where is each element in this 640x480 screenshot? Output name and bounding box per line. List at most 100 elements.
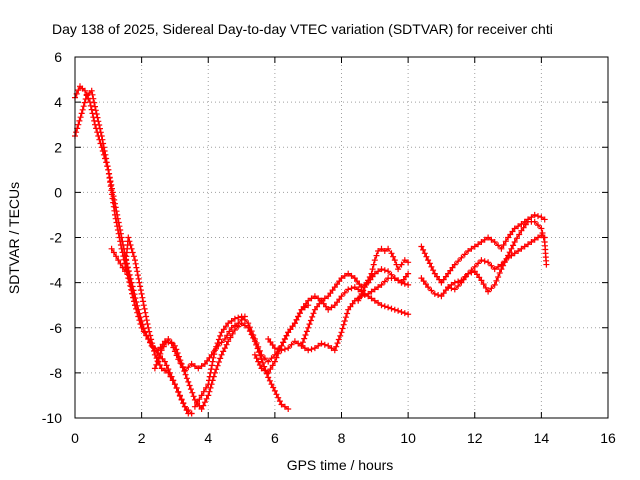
- series-sat-l: [418, 211, 548, 286]
- data-point: [180, 400, 187, 407]
- data-point: [213, 343, 220, 350]
- data-point: [301, 345, 308, 352]
- data-point: [493, 277, 500, 284]
- data-point: [378, 281, 385, 288]
- data-point: [273, 354, 280, 361]
- data-point: [140, 298, 147, 305]
- data-point: [261, 367, 268, 374]
- series-layer: [72, 83, 550, 417]
- data-point: [305, 324, 312, 331]
- data-point: [498, 266, 505, 273]
- data-point: [488, 285, 495, 292]
- data-point: [135, 306, 142, 313]
- data-point: [500, 242, 507, 248]
- data-point: [133, 264, 140, 271]
- x-axis-label: GPS time / hours: [287, 457, 394, 473]
- data-point: [307, 317, 314, 324]
- data-point: [298, 342, 305, 349]
- data-point: [515, 223, 522, 230]
- data-point: [506, 249, 513, 256]
- data-point: [465, 248, 472, 254]
- data-point: [77, 114, 84, 121]
- data-point: [421, 250, 428, 257]
- data-point: [368, 270, 375, 277]
- data-point: [175, 389, 182, 396]
- data-point: [420, 246, 427, 253]
- data-point: [201, 360, 208, 367]
- data-point: [285, 405, 292, 412]
- data-point: [208, 366, 215, 373]
- data-point: [508, 245, 515, 252]
- data-point: [189, 389, 196, 396]
- data-point: [385, 304, 392, 311]
- data-point: [468, 269, 475, 276]
- data-point: [132, 257, 138, 264]
- series-sat-h: [265, 275, 412, 354]
- data-point: [395, 266, 402, 273]
- data-point: [90, 95, 97, 102]
- chart-title: Day 138 of 2025, Sidereal Day-to-day VTE…: [52, 21, 553, 37]
- data-point: [93, 111, 100, 117]
- data-point: [128, 279, 135, 286]
- data-point: [203, 395, 210, 402]
- data-point: [251, 336, 258, 342]
- data-point: [293, 316, 300, 323]
- data-point: [139, 294, 146, 301]
- data-point: [88, 106, 95, 113]
- data-point: [171, 381, 178, 388]
- data-point: [158, 347, 165, 354]
- data-point: [215, 336, 222, 343]
- data-point: [428, 287, 435, 294]
- data-point: [127, 275, 134, 282]
- data-point: [238, 313, 245, 320]
- data-point: [285, 345, 292, 352]
- data-point: [151, 345, 158, 352]
- data-point: [495, 242, 502, 249]
- data-point: [200, 388, 207, 395]
- data-point: [302, 332, 309, 338]
- data-point: [478, 239, 485, 245]
- data-point: [103, 159, 110, 166]
- data-point: [306, 321, 313, 328]
- data-point: [465, 270, 472, 277]
- data-point: [325, 342, 332, 349]
- data-point: [385, 268, 392, 275]
- data-point: [125, 268, 132, 274]
- data-point: [227, 334, 234, 341]
- data-point: [173, 346, 180, 353]
- data-point: [488, 262, 495, 269]
- data-point: [338, 293, 345, 300]
- data-point: [381, 248, 388, 254]
- data-point: [91, 99, 98, 106]
- data-point: [153, 361, 160, 368]
- data-point: [405, 270, 412, 277]
- data-point: [75, 121, 82, 128]
- data-point: [188, 410, 195, 417]
- y-axis-label: SDTVAR / TECUs: [6, 182, 22, 294]
- data-point: [345, 270, 352, 277]
- data-point: [117, 242, 124, 248]
- data-point: [188, 360, 195, 367]
- data-point: [498, 245, 505, 252]
- data-point: [75, 87, 82, 94]
- data-point: [445, 284, 452, 291]
- data-point: [190, 393, 197, 400]
- data-point: [235, 323, 242, 330]
- data-point: [165, 336, 172, 342]
- data-point: [531, 236, 538, 243]
- data-point: [481, 258, 488, 265]
- data-point: [144, 321, 151, 327]
- data-point: [221, 336, 228, 342]
- x-tick-label: 14: [534, 430, 550, 446]
- data-point: [117, 238, 124, 245]
- data-point: [207, 369, 214, 376]
- data-point: [276, 398, 283, 405]
- data-point: [451, 261, 458, 268]
- data-point: [395, 307, 402, 314]
- data-point: [287, 326, 294, 333]
- data-point: [381, 278, 388, 285]
- data-point: [310, 310, 317, 317]
- data-point: [142, 309, 149, 316]
- data-point: [356, 294, 363, 301]
- data-point: [125, 234, 132, 241]
